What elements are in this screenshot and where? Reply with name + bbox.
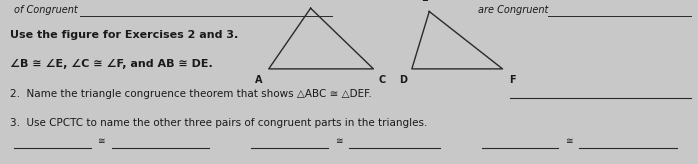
Text: F: F	[509, 75, 516, 85]
Text: ≅: ≅	[565, 137, 572, 146]
Text: Use the figure for Exercises 2 and 3.: Use the figure for Exercises 2 and 3.	[10, 30, 239, 40]
Text: ∠B ≅ ∠E, ∠C ≅ ∠F, and AB ≅ DE.: ∠B ≅ ∠E, ∠C ≅ ∠F, and AB ≅ DE.	[10, 59, 213, 69]
Text: C: C	[379, 75, 386, 85]
Text: 2.  Name the triangle congruence theorem that shows △ABC ≅ △DEF.: 2. Name the triangle congruence theorem …	[10, 89, 372, 99]
Text: ≅: ≅	[98, 137, 105, 146]
Text: ≅: ≅	[335, 137, 342, 146]
Text: of Congruent: of Congruent	[14, 5, 77, 15]
Text: A: A	[255, 75, 262, 85]
Text: are Congruent: are Congruent	[478, 5, 549, 15]
Text: E: E	[421, 0, 428, 3]
Text: 3.  Use CPCTC to name the other three pairs of congruent parts in the triangles.: 3. Use CPCTC to name the other three pai…	[10, 118, 428, 128]
Text: D: D	[399, 75, 407, 85]
